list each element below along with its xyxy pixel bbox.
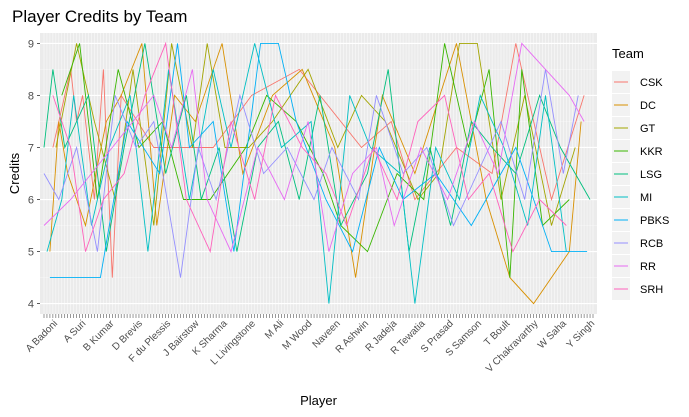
legend-title: Team: [612, 46, 644, 61]
x-tick-label: W Saha: [536, 318, 569, 351]
series-line-srh: [52, 41, 567, 254]
series-line-rr: [43, 42, 585, 253]
legend-label-rcb: RCB: [640, 238, 663, 250]
legend-label-srh: SRH: [640, 284, 663, 296]
legend-label-mi: MI: [640, 192, 652, 204]
x-tick-label: B Kumar: [81, 318, 117, 354]
y-tick-label: 9: [28, 38, 34, 50]
legend-label-pbks: PBKS: [640, 215, 669, 227]
legend-label-kkr: KKR: [640, 146, 663, 158]
x-tick-label: M Wood: [281, 318, 315, 352]
series-line-rcb: [43, 69, 579, 278]
legend-label-csk: CSK: [640, 77, 663, 89]
x-tick-label: A Badoni: [24, 318, 60, 354]
y-tick-label: 5: [28, 247, 34, 259]
chart-title: Player Credits by Team: [12, 7, 187, 26]
series-line-mi: [46, 43, 567, 304]
y-tick-label: 7: [28, 142, 34, 154]
x-tick-label: M Ali: [263, 318, 286, 341]
y-tick-label: 8: [28, 90, 34, 102]
x-tick-label: A Suri: [62, 318, 89, 345]
legend-label-dc: DC: [640, 100, 656, 112]
legend-label-gt: GT: [640, 123, 656, 135]
x-tick-label: V Chakravarthy: [484, 318, 541, 375]
series-line-dc: [49, 43, 582, 305]
legend-label-lsg: LSG: [640, 169, 662, 181]
series-line-csk: [52, 43, 585, 278]
y-axis-label: Credits: [7, 152, 22, 194]
legend-label-rr: RR: [640, 261, 656, 273]
series-line-pbks: [49, 42, 588, 279]
y-tick-label: 6: [28, 195, 34, 207]
x-tick-label: Y Singh: [565, 318, 597, 350]
y-tick-label: 4: [28, 299, 34, 311]
series-line-lsg: [43, 43, 591, 252]
x-axis-label: Player: [300, 393, 338, 408]
